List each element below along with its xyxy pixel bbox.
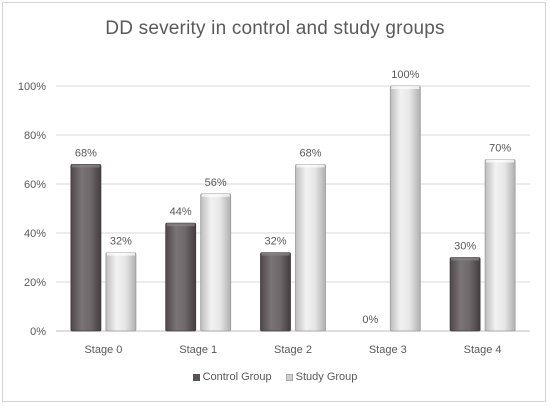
legend-item-study: Study Group <box>285 371 358 383</box>
legend: Control Group Study Group <box>0 371 550 383</box>
bar-control <box>165 222 197 332</box>
legend-label-study: Study Group <box>295 371 358 383</box>
x-tick-label: Stage 4 <box>464 344 502 356</box>
bar-top-highlight <box>261 252 290 256</box>
legend-label-control: Control Group <box>202 371 272 383</box>
bar-study <box>105 252 137 332</box>
data-label-study: 56% <box>205 177 227 189</box>
y-tick-label: 80% <box>24 130 46 142</box>
bar-study <box>389 85 421 332</box>
data-label-study: 70% <box>489 143 511 155</box>
bar-top-highlight <box>451 257 480 261</box>
y-tick-label: 100% <box>18 81 46 93</box>
y-tick-label: 60% <box>24 179 46 191</box>
bar-top-highlight <box>391 86 420 89</box>
data-label-control: 0% <box>362 314 378 326</box>
y-tick-label: 20% <box>24 277 46 289</box>
x-tick-label: Stage 0 <box>84 344 122 356</box>
x-tick-label: Stage 3 <box>369 344 407 356</box>
data-label-control: 32% <box>264 236 286 248</box>
x-tick-label: Stage 1 <box>179 344 217 356</box>
chart-title: DD severity in control and study groups <box>105 18 445 39</box>
y-tick-label: 0% <box>30 326 46 338</box>
legend-swatch-control <box>192 373 200 381</box>
x-tick-label: Stage 2 <box>274 344 312 356</box>
data-label-control: 68% <box>75 147 97 159</box>
bar-control <box>70 163 102 332</box>
data-label-study: 100% <box>391 69 419 81</box>
bar-top-highlight <box>166 223 195 227</box>
bar-study <box>484 159 516 332</box>
legend-item-control: Control Group <box>192 371 272 383</box>
bar-study <box>200 193 232 332</box>
bar-top-highlight <box>486 159 515 163</box>
data-label-study: 32% <box>110 236 132 248</box>
bar-top-highlight <box>106 252 135 256</box>
data-label-control: 44% <box>170 206 192 218</box>
bar-top-highlight <box>71 164 100 168</box>
y-tick-label: 40% <box>24 228 46 240</box>
bar-top-highlight <box>296 164 325 168</box>
legend-swatch-study <box>285 373 293 381</box>
data-label-study: 68% <box>299 147 321 159</box>
data-label-control: 30% <box>454 241 476 253</box>
bar-control <box>449 257 481 332</box>
bar-study <box>295 163 326 332</box>
bar-top-highlight <box>201 193 230 197</box>
bar-control <box>260 252 291 332</box>
